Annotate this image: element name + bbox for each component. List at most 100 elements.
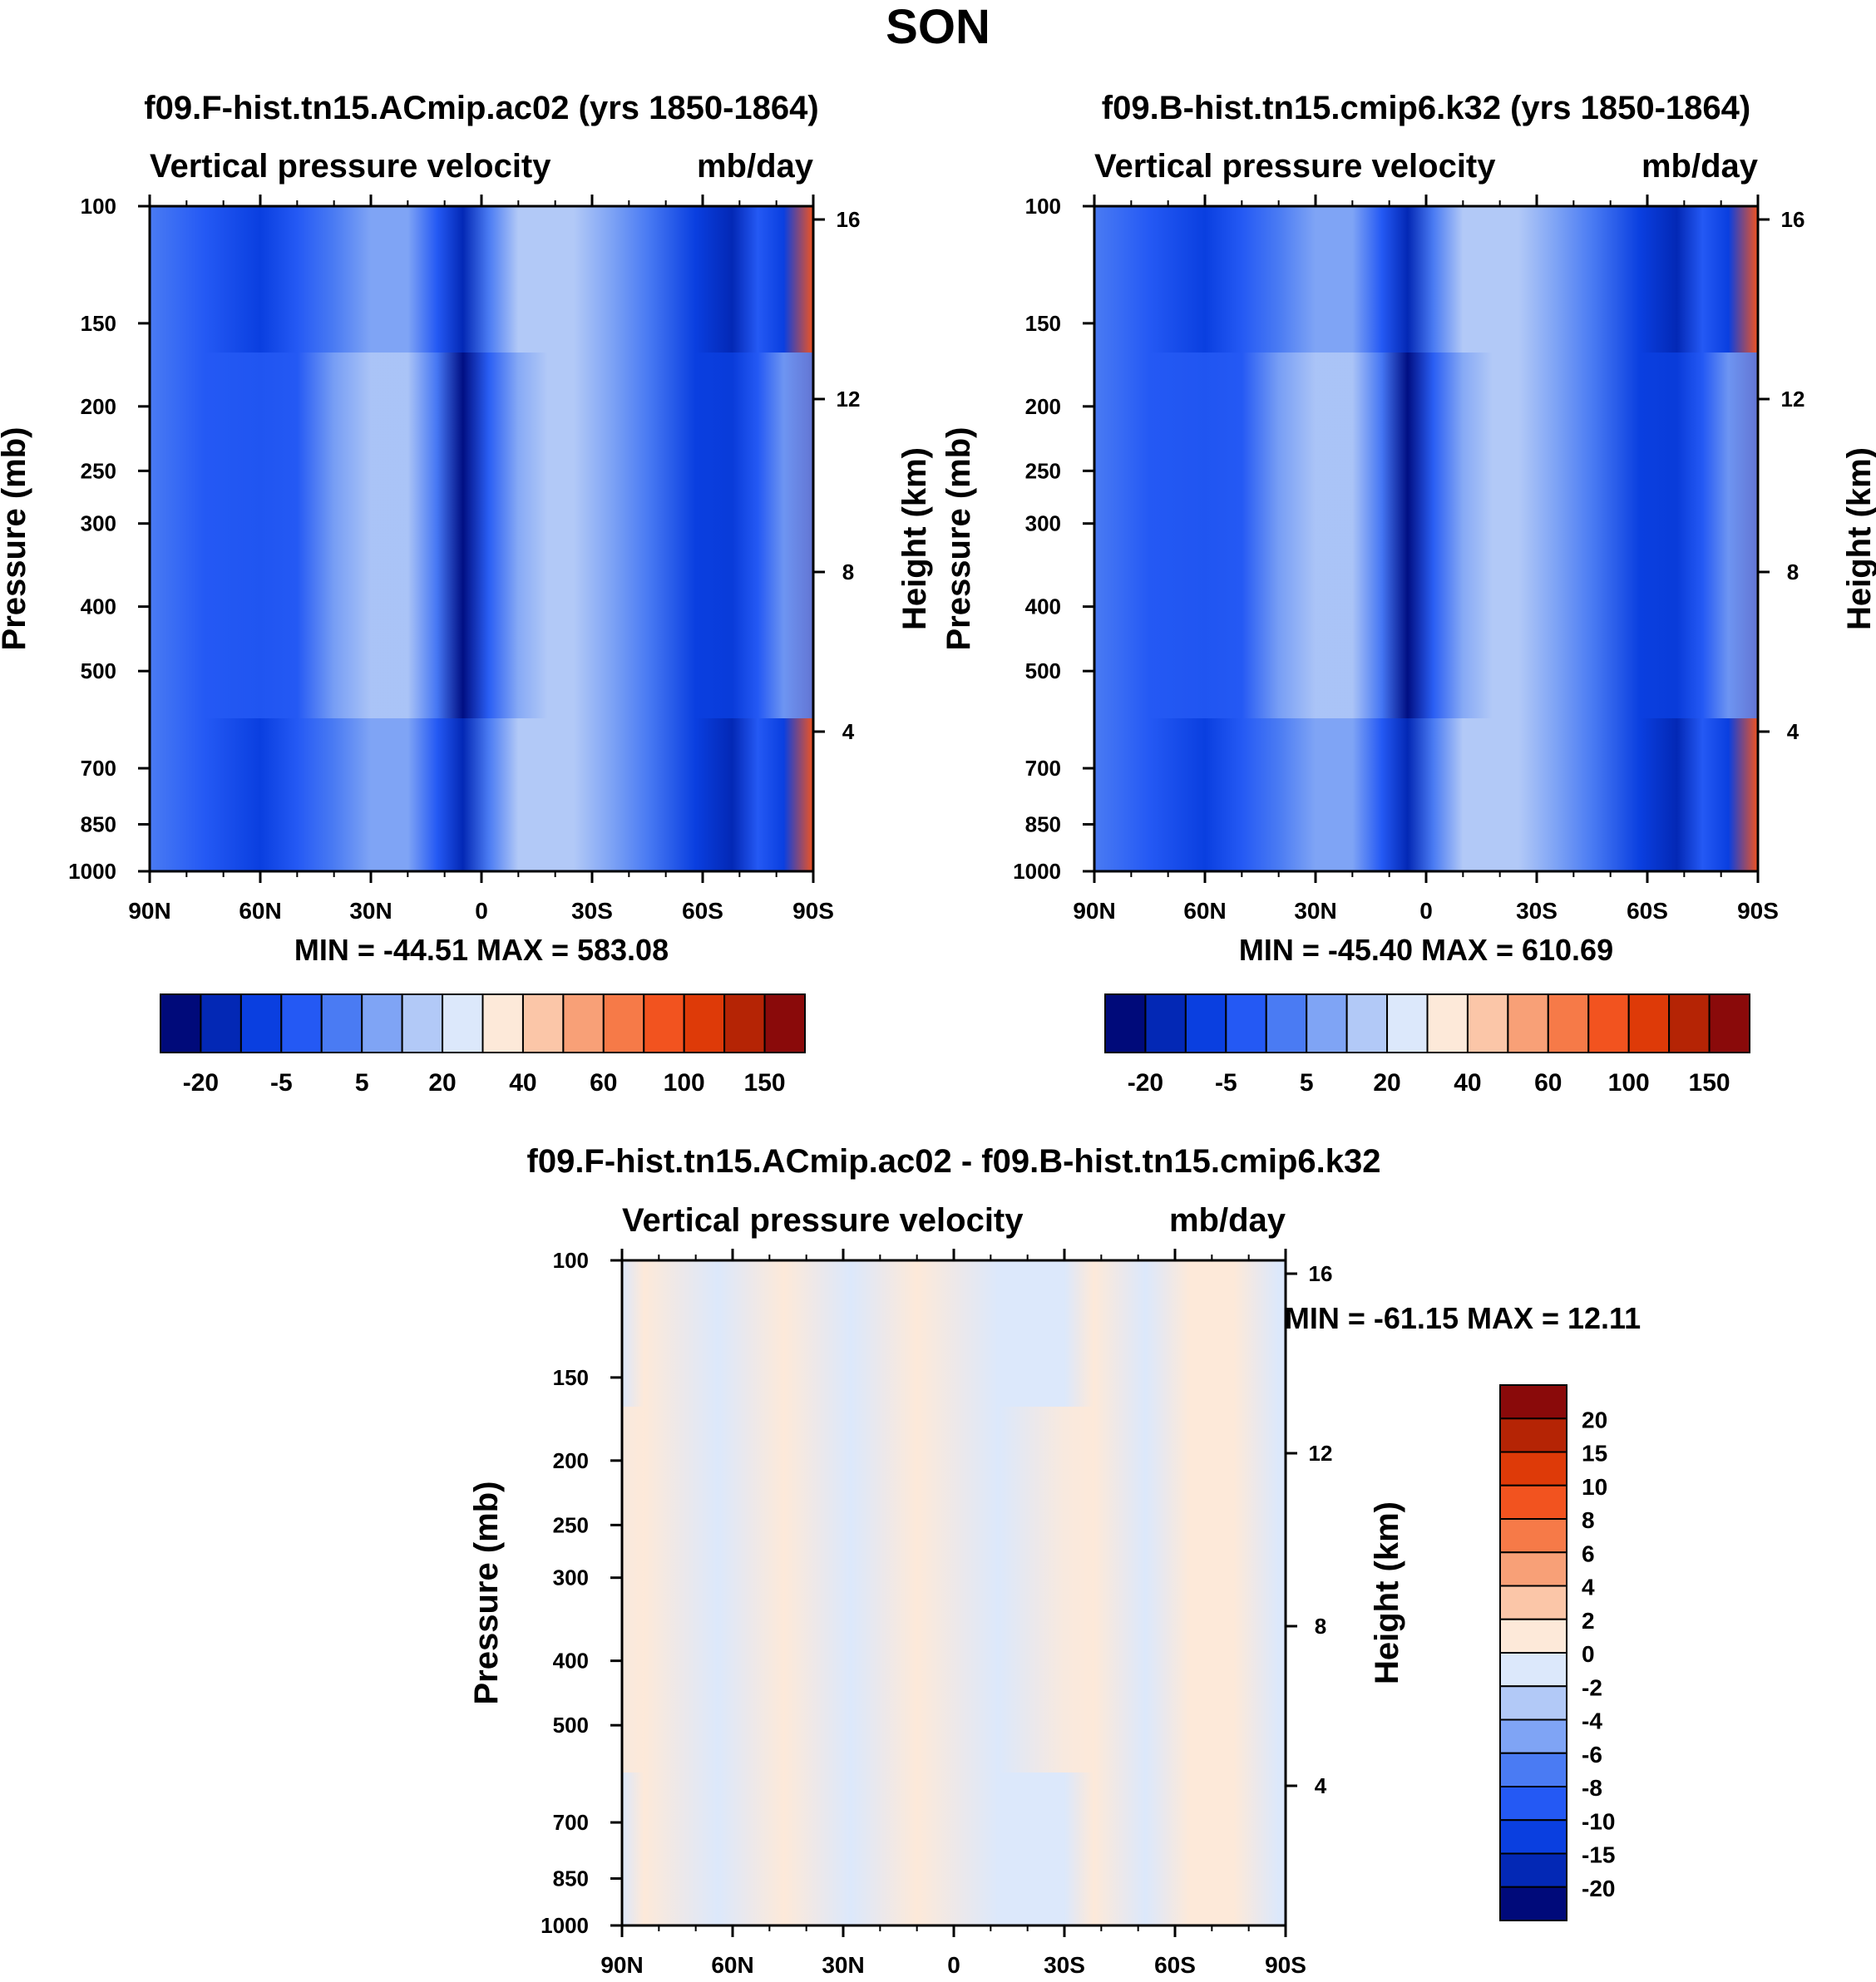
colorbar-box: [1499, 1518, 1567, 1554]
colorbar-label: -5: [270, 1069, 293, 1097]
panel-title: f09.F-hist.tn15.ACmip.ac02 - f09.B-hist.…: [527, 1143, 1381, 1180]
panel-1: f09.F-hist.tn15.ACmip.ac02 (yrs 1850-186…: [0, 90, 933, 1097]
y2-tick-label: 12: [1309, 1441, 1333, 1466]
colorbar-label: -20: [1128, 1069, 1163, 1097]
y2-tick-label: 8: [1315, 1614, 1326, 1639]
y-tick-label: 500: [1025, 658, 1061, 683]
x-tick-label: 60N: [711, 1952, 753, 1978]
colorbar-box: [1587, 993, 1630, 1053]
y-tick-label: 1000: [541, 1913, 589, 1938]
colorbar-box: [401, 993, 444, 1053]
colorbar-box: [280, 993, 323, 1053]
colorbar-box: [683, 993, 726, 1053]
figure-title: SON: [886, 0, 990, 54]
y2-axis-label: Height (km): [896, 447, 933, 630]
y-tick-label: 400: [81, 594, 116, 619]
y-axis-label: Pressure (mb): [0, 427, 32, 651]
x-tick-label: 0: [475, 898, 488, 924]
x-tick-label: 30N: [349, 898, 392, 924]
y-tick-label: 700: [81, 756, 116, 781]
colorbar-box: [239, 993, 283, 1053]
x-tick-label: 90N: [600, 1952, 643, 1978]
y-tick-label: 300: [81, 511, 116, 536]
colorbar-box: [1499, 1484, 1567, 1520]
colorbar-box: [481, 993, 524, 1053]
x-tick-label: 60N: [239, 898, 281, 924]
y-axis-label: Pressure (mb): [940, 427, 977, 651]
colorbar-label: 5: [355, 1069, 369, 1097]
y-tick-label: 850: [81, 812, 116, 837]
colorbar-label: 20: [1582, 1407, 1607, 1432]
x-tick-label: 30S: [1516, 898, 1558, 924]
colorbar-box: [1144, 993, 1187, 1053]
colorbar-label: 8: [1582, 1507, 1595, 1533]
panel-2: f09.B-hist.tn15.cmip6.k32 (yrs 1850-1864…: [940, 90, 1876, 1097]
colorbar-label: -8: [1582, 1775, 1602, 1801]
y-tick-label: 150: [553, 1365, 589, 1390]
y2-tick-label: 12: [837, 387, 861, 412]
y-axis-label: Pressure (mb): [468, 1482, 505, 1705]
x-tick-label: 60S: [682, 898, 723, 924]
colorbar-box: [1306, 993, 1348, 1053]
y2-axis-label: Height (km): [1841, 447, 1876, 630]
colorbar-box: [1499, 1886, 1567, 1921]
x-tick-label: 90S: [1737, 898, 1779, 924]
colorbar-box: [763, 993, 806, 1053]
colorbar-label: 150: [1689, 1069, 1730, 1097]
y-tick-label: 850: [1025, 812, 1061, 837]
contour-field: [622, 1260, 1286, 1925]
y2-tick-label: 4: [842, 719, 855, 744]
colorbar-box: [1708, 993, 1750, 1053]
y-tick-label: 400: [1025, 594, 1061, 619]
colorbar-box: [1265, 993, 1308, 1053]
colorbar-box: [1668, 993, 1711, 1053]
panels: f09.F-hist.tn15.ACmip.ac02 (yrs 1850-186…: [0, 90, 1876, 1978]
colorbar-label: -5: [1215, 1069, 1237, 1097]
y-tick-label: 300: [553, 1565, 589, 1590]
colorbar-box: [1499, 1852, 1567, 1888]
y2-tick-label: 4: [1315, 1773, 1327, 1798]
contour-field: [1094, 206, 1758, 871]
colorbar-box: [1507, 993, 1549, 1053]
colorbar-box: [160, 993, 202, 1053]
colorbar: -20 -5 5 20 40 60 100 150: [1104, 993, 1750, 1097]
colorbar-label: -15: [1582, 1842, 1615, 1868]
colorbar-box: [1499, 1819, 1567, 1855]
x-tick-label: 90N: [128, 898, 170, 924]
colorbar-box: [1499, 1652, 1567, 1688]
y-tick-label: 850: [553, 1866, 589, 1891]
colorbar-box: [442, 993, 484, 1053]
field-label: Vertical pressure velocity: [622, 1202, 1024, 1239]
colorbar-label: 60: [590, 1069, 617, 1097]
colorbar-label: -2: [1582, 1674, 1602, 1700]
panel-3: f09.F-hist.tn15.ACmip.ac02 - f09.B-hist.…: [468, 1143, 1641, 1978]
colorbar-box: [1499, 1786, 1567, 1822]
x-tick-label: 0: [1419, 898, 1433, 924]
y2-tick-label: 16: [837, 207, 861, 232]
colorbar-label: 2: [1582, 1608, 1595, 1634]
colorbar-box: [643, 993, 685, 1053]
colorbar-box: [723, 993, 766, 1053]
y2-tick-label: 4: [1787, 719, 1799, 744]
x-tick-label: 0: [947, 1952, 960, 1978]
y-tick-label: 100: [553, 1248, 589, 1273]
colorbar-box: [1466, 993, 1509, 1053]
y-tick-label: 150: [1025, 311, 1061, 336]
contour-field: [150, 206, 813, 871]
min-max-stats: MIN = -44.51 MAX = 583.08: [294, 933, 669, 967]
colorbar-label: 4: [1582, 1575, 1595, 1600]
field-core: [1094, 353, 1758, 718]
colorbar-box: [1426, 993, 1469, 1053]
y-tick-label: 100: [81, 194, 116, 219]
y-tick-label: 700: [1025, 756, 1061, 781]
colorbar-box: [1386, 993, 1429, 1053]
colorbar-label: 100: [1608, 1069, 1650, 1097]
field-label: Vertical pressure velocity: [150, 148, 551, 185]
colorbar-box: [1104, 993, 1147, 1053]
panel-title: f09.F-hist.tn15.ACmip.ac02 (yrs 1850-186…: [144, 90, 818, 126]
x-tick-label: 90N: [1073, 898, 1115, 924]
panel-title: f09.B-hist.tn15.cmip6.k32 (yrs 1850-1864…: [1102, 90, 1750, 126]
x-tick-label: 60S: [1154, 1952, 1196, 1978]
field-label: Vertical pressure velocity: [1094, 148, 1496, 185]
